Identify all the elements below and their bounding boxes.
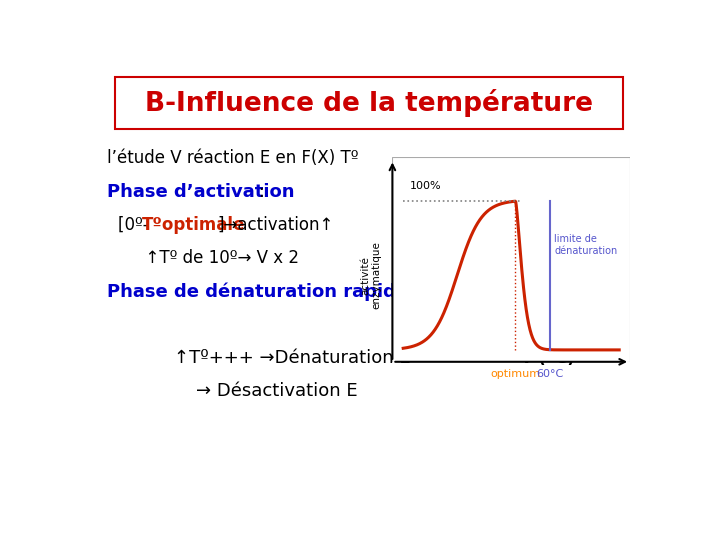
Text: B-Influence de la température: B-Influence de la température xyxy=(145,89,593,117)
Text: 60°C: 60°C xyxy=(536,369,564,379)
Text: optimum: optimum xyxy=(490,369,541,379)
Text: ↑Tº de 10º→ V x 2: ↑Tº de 10º→ V x 2 xyxy=(135,249,299,267)
Text: limite de
dénaturation: limite de dénaturation xyxy=(554,234,618,255)
Text: l’étude V réaction E en F(X) Tº: l’étude V réaction E en F(X) Tº xyxy=(107,150,359,167)
Text: Phase d’activation: Phase d’activation xyxy=(107,183,294,201)
Text: activité
enzymatique: activité enzymatique xyxy=(360,241,382,309)
Text: Phase de dénaturation rapide: Phase de dénaturation rapide xyxy=(107,282,408,301)
Text: → Désactivation E: → Désactivation E xyxy=(196,382,358,400)
Text: [0º-: [0º- xyxy=(118,216,154,234)
Text: ]→activation↑: ]→activation↑ xyxy=(217,216,333,234)
Text: 100%: 100% xyxy=(410,181,441,191)
Text: Tºoptimale: Tºoptimale xyxy=(142,216,246,234)
Text: :: : xyxy=(253,183,266,201)
Text: T (ºC): T (ºC) xyxy=(521,349,575,367)
Text: ↑Tº+++ →Dénaturation E: ↑Tº+++ →Dénaturation E xyxy=(174,349,410,367)
FancyBboxPatch shape xyxy=(115,77,623,129)
